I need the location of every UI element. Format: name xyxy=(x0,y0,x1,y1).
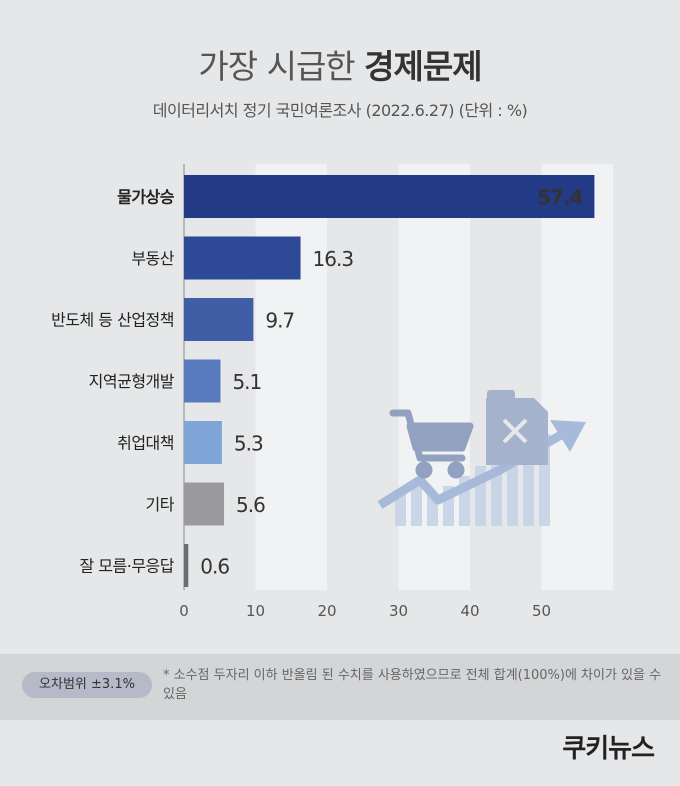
margin-of-error-badge: 오차범위 ±3.1% xyxy=(22,672,152,698)
rising-prices-illustration xyxy=(377,390,586,526)
bar xyxy=(184,544,189,587)
bar xyxy=(184,236,301,280)
value-label: 57.4 xyxy=(537,186,582,210)
value-label: 5.3 xyxy=(234,432,263,456)
bar xyxy=(184,482,225,526)
category-label: 반도체 등 산업정책 xyxy=(51,311,174,330)
footnote: * 소수점 두자리 이하 반올림 된 수치를 사용하였으므로 전체 합계(100… xyxy=(163,668,662,702)
value-label: 0.6 xyxy=(200,555,229,579)
bar xyxy=(184,298,254,341)
value-label: 5.1 xyxy=(232,370,261,394)
shopping-cart-icon xyxy=(389,409,474,479)
x-tick-label: 50 xyxy=(532,602,551,620)
x-tick-label: 20 xyxy=(317,602,336,620)
grid-bands xyxy=(255,164,613,590)
category-label: 물가상승 xyxy=(117,188,175,207)
value-label: 5.6 xyxy=(236,493,265,517)
category-label: 잘 모름·무응답 xyxy=(80,557,175,576)
category-label: 부동산 xyxy=(131,249,174,268)
x-tick-label: 30 xyxy=(389,602,408,620)
grid-band xyxy=(398,164,470,590)
x-tick-label: 10 xyxy=(246,602,265,620)
category-label: 지역균형개발 xyxy=(89,372,175,391)
x-tick-label: 40 xyxy=(460,602,479,620)
title-light: 가장 시급한 xyxy=(198,47,365,86)
chart-subtitle: 데이터리서치 정기 국민여론조사 (2022.6.27) (단위 : %) xyxy=(152,101,528,120)
fuel-canister-icon xyxy=(486,390,548,465)
chart-title: 가장 시급한 경제문제 xyxy=(0,40,680,88)
brand-logo: 쿠키뉴스 xyxy=(562,734,655,764)
grid-band xyxy=(541,164,613,590)
bar xyxy=(184,359,221,403)
x-tick-label: 0 xyxy=(179,602,189,620)
value-label: 9.7 xyxy=(265,309,294,333)
category-label: 기타 xyxy=(146,495,175,514)
bar xyxy=(184,421,222,464)
value-label: 16.3 xyxy=(313,247,354,271)
title-bold: 경제문제 xyxy=(364,47,482,86)
category-label: 취업대책 xyxy=(117,434,174,453)
grid-band xyxy=(255,164,327,590)
bar xyxy=(184,175,595,218)
